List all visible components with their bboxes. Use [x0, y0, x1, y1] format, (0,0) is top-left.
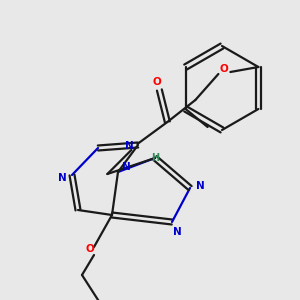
- Text: N: N: [172, 227, 182, 237]
- Text: H: H: [151, 153, 159, 163]
- Text: N: N: [58, 173, 66, 183]
- Text: N: N: [125, 141, 134, 151]
- Text: O: O: [85, 244, 94, 254]
- Text: N: N: [196, 181, 204, 191]
- Text: N: N: [122, 162, 130, 172]
- Text: O: O: [220, 64, 229, 74]
- Text: O: O: [153, 77, 162, 87]
